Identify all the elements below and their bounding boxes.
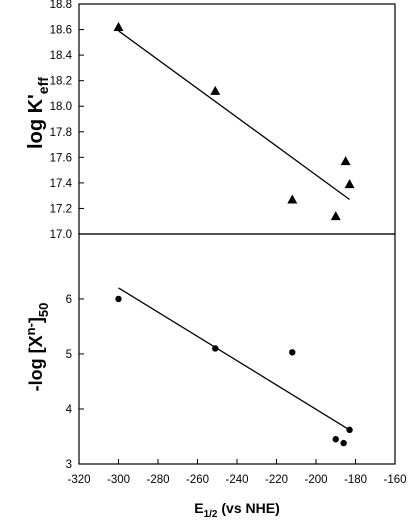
bottom-x-tick-label: -320 [67, 474, 90, 486]
bottom-y-tick-label: 5 [66, 349, 72, 361]
top-data-point [340, 156, 351, 166]
top-y-tick-label: 17.2 [50, 203, 72, 215]
x-axis-title: E1/2 (vs NHE) [194, 500, 279, 520]
bottom-data-point [340, 439, 347, 447]
top-data-point [210, 85, 221, 95]
top-data-point [113, 22, 124, 31]
bottom-y-axis-title-bracket: ] [26, 317, 46, 323]
top-y-tick-label: 18.2 [50, 76, 72, 88]
top-regression-line [118, 30, 350, 201]
top-y-tick-label: 18.8 [50, 0, 72, 11]
bottom-x-tick-label: -240 [225, 474, 248, 486]
bottom-y-tick-label: 4 [66, 404, 73, 416]
top-data-point [287, 194, 298, 204]
top-y-tick-label: 18.4 [50, 50, 73, 62]
bottom-regression-line [118, 287, 350, 431]
bottom-data-point [346, 426, 353, 434]
bottom-x-tick-label: -220 [265, 474, 288, 486]
bottom-y-tick-label: 3 [66, 459, 72, 471]
bottom-x-tick-label: -160 [383, 474, 406, 486]
x-axis-title-sub: 1/2 [204, 509, 218, 520]
x-axis-title-main: E [194, 500, 203, 516]
bottom-data-point [115, 295, 122, 303]
bottom-y-axis-title: -log [Xn-]50 [23, 303, 51, 392]
bottom-y-axis-title-main: -log [X [26, 335, 46, 391]
bottom-x-tick-label: -200 [304, 474, 327, 486]
bottom-y-tick-label: 6 [66, 294, 72, 306]
top-y-tick-label: 17.6 [50, 152, 72, 164]
x-axis-title-suffix: (vs NHE) [218, 500, 280, 516]
bottom-panel: 3 4 5 6 -320 -300 -280 -260 -240 -220 -200 -180 -160 [66, 233, 407, 486]
bottom-x-tick-label: -300 [107, 474, 130, 486]
bottom-data-point [289, 349, 296, 356]
bottom-y-axis-title-sup: n- [23, 323, 38, 335]
top-data-point [344, 179, 355, 189]
top-y-tick-label: 18.6 [50, 25, 72, 37]
top-y-tick-label: 17.8 [50, 127, 72, 139]
top-y-axis-title-sub: eff [35, 77, 51, 94]
top-panel: 17.0 17.2 17.4 17.6 17.8 18.0 18.2 18.4 18.6 18.8 [50, 0, 396, 241]
top-y-axis-title-main: log K' [25, 94, 47, 149]
top-plot-frame [78, 3, 396, 235]
bottom-x-tick-label: -260 [186, 474, 209, 486]
bottom-data-point [212, 345, 219, 352]
bottom-x-tick-label: -280 [146, 474, 169, 486]
top-data-point [330, 211, 341, 221]
bottom-data-point [332, 436, 339, 443]
top-y-tick-label: 18.0 [50, 101, 72, 113]
top-y-tick-label: 17.0 [50, 229, 72, 241]
bottom-y-axis-title-sub: 50 [36, 303, 51, 317]
bottom-x-tick-label: -180 [344, 474, 367, 486]
top-y-axis-title: log K'eff [25, 77, 51, 149]
top-y-tick-label: 17.4 [50, 178, 73, 190]
